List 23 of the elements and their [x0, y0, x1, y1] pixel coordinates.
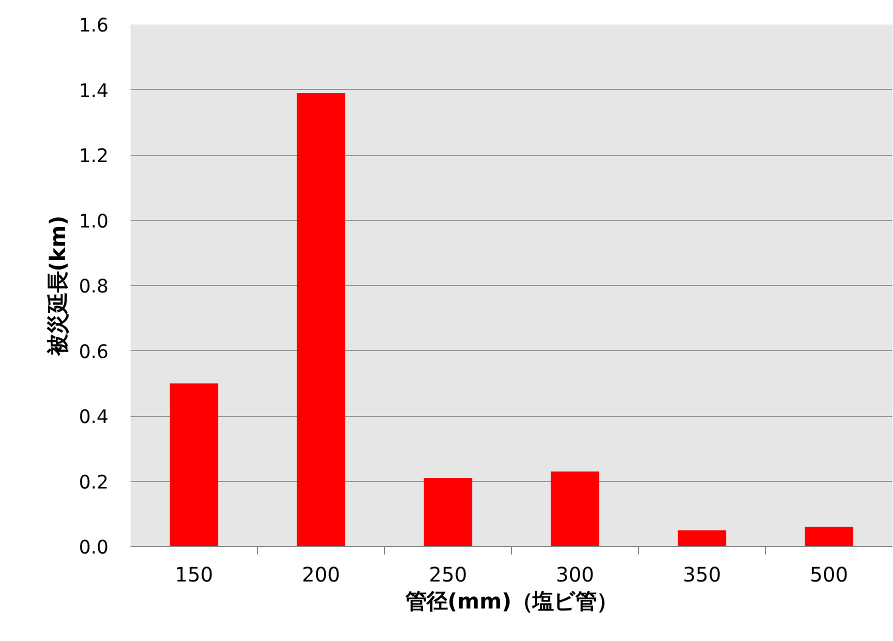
y-tick-label: 1.4 [78, 80, 108, 102]
x-tick-label: 250 [428, 562, 468, 586]
y-tick-label: 0.0 [78, 538, 108, 558]
bar [170, 383, 218, 546]
y-tick-label: 0.8 [78, 276, 108, 298]
x-tick-label: 300 [556, 562, 594, 586]
bar [424, 478, 472, 546]
x-tick-label: 500 [810, 562, 848, 586]
y-tick-label: 0.4 [78, 407, 108, 428]
y-tick-label: 1.0 [78, 211, 108, 232]
x-tick-label: 200 [302, 562, 340, 586]
bar [550, 471, 600, 546]
y-tick-label: 0.2 [78, 472, 108, 494]
x-axis-title: 管径(mm)（塩ビ管） [404, 590, 618, 614]
x-tick-label: 350 [682, 562, 722, 586]
y-tick-label: 0.6 [78, 342, 108, 363]
x-tick-label: 150 [174, 562, 214, 586]
y-tick-label: 1.2 [78, 146, 108, 167]
y-axis-title: 被災延長(km) [46, 216, 71, 356]
y-tick-label: 1.6 [78, 16, 108, 36]
bar [678, 530, 726, 546]
bar [804, 526, 854, 546]
bar [296, 93, 346, 546]
